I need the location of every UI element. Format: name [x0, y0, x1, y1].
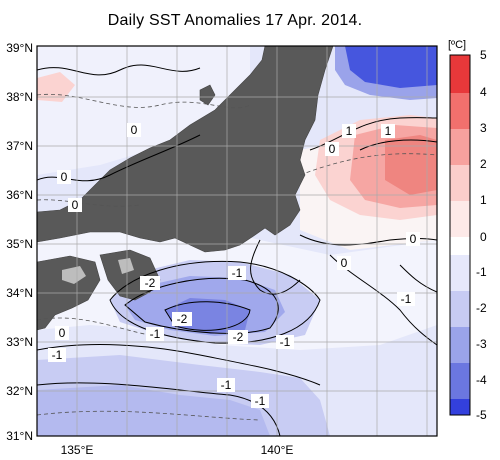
- colorbar-tick: -4: [476, 373, 487, 387]
- contour-label: -1: [221, 378, 232, 392]
- contour-label-group: 1 1 0 0 0 0 0 0 0 -1 -1 -2 -2 -2 -1 -1 -…: [48, 123, 420, 408]
- colorbar-tick: 2: [480, 157, 487, 171]
- page-title: Daily SST Anomalies 17 Apr. 2014.: [107, 12, 363, 29]
- contour-label: 0: [59, 326, 66, 340]
- contour-lines: [37, 64, 437, 436]
- lon-label: 140°E: [261, 443, 294, 457]
- lat-label: 33°N: [6, 335, 33, 349]
- contour-label: -1: [150, 327, 161, 341]
- contour-label: 0: [72, 198, 79, 212]
- contour-label: -1: [401, 292, 412, 306]
- lat-label: 37°N: [6, 139, 33, 153]
- contour-label: -2: [177, 312, 188, 326]
- colorbar: 5 4 3 2 1 0 -1 -2 -3 -4 -5: [449, 48, 487, 422]
- colorbar-tick: 1: [480, 193, 487, 207]
- contour-label: -1: [52, 348, 63, 362]
- contour-label: 0: [410, 232, 417, 246]
- lat-label: 38°N: [6, 90, 33, 104]
- contour-label: -1: [280, 335, 291, 349]
- lon-label: 135°E: [61, 443, 94, 457]
- islands: [62, 258, 134, 284]
- contour-label: 0: [329, 142, 336, 156]
- colorbar-tick: -3: [476, 337, 487, 351]
- lat-label: 35°N: [6, 237, 33, 251]
- map-frame: [36, 45, 438, 437]
- contour-label: -2: [233, 330, 244, 344]
- contour-label: 1: [385, 124, 392, 138]
- colorbar-tick: 5: [480, 48, 487, 62]
- colorbar-tick: -2: [476, 301, 487, 315]
- dashed-contours: [37, 93, 437, 421]
- contour-label: -1: [232, 266, 243, 280]
- lat-label: 32°N: [6, 384, 33, 398]
- latitude-labels: 39°N 38°N 37°N 36°N 35°N 34°N 33°N 32°N …: [6, 41, 33, 443]
- graticule: [37, 46, 437, 436]
- contour-label: -1: [255, 394, 266, 408]
- contour-label: 1: [346, 124, 353, 138]
- colorbar-tick: 0: [480, 230, 487, 244]
- lat-label: 39°N: [6, 41, 33, 55]
- longitude-labels: 135°E 140°E: [61, 443, 294, 457]
- colorbar-tick: 4: [480, 85, 487, 99]
- contour-label: 0: [131, 123, 138, 137]
- contour-label: -2: [145, 276, 156, 290]
- colorbar-unit: [ºC]: [448, 39, 467, 51]
- colorbar-tick: -1: [476, 265, 487, 279]
- colorbar-tick: -5: [476, 408, 487, 422]
- contour-label: 0: [61, 170, 68, 184]
- lat-label: 36°N: [6, 188, 33, 202]
- lat-label: 34°N: [6, 286, 33, 300]
- contour-label: 0: [341, 256, 348, 270]
- colorbar-tick: 3: [480, 121, 487, 135]
- lat-label: 31°N: [6, 429, 33, 443]
